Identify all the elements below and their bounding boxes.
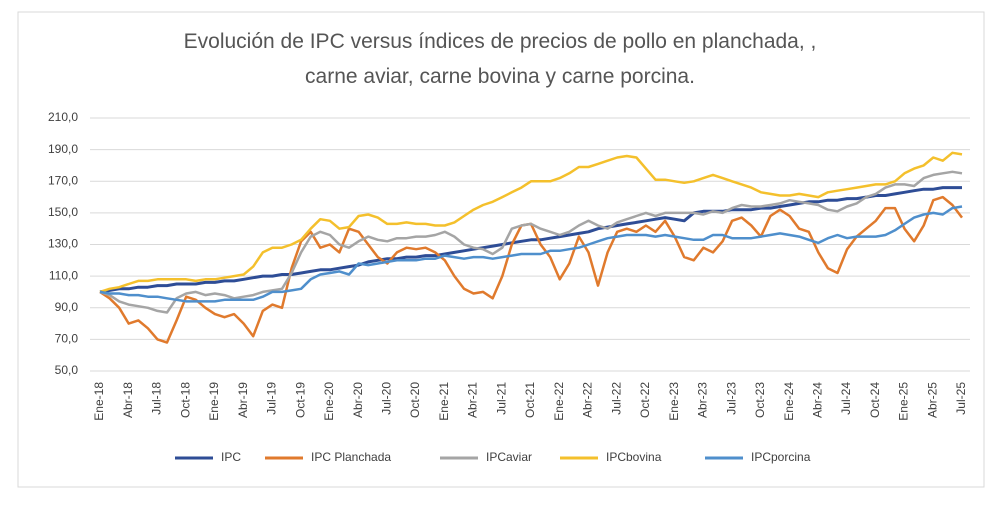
x-tick-label: Abr-19	[236, 382, 250, 418]
legend-label: IPC	[221, 450, 241, 464]
x-tick-label: Abr-23	[696, 382, 710, 418]
y-tick-label: 110,0	[49, 268, 78, 282]
series-line	[99, 170, 963, 314]
y-tick-label: 130,0	[48, 237, 78, 251]
x-tick-label: Ene-20	[322, 382, 336, 421]
chart-title: carne aviar, carne bovina y carne porcin…	[305, 65, 695, 88]
series-line	[99, 186, 962, 294]
legend-label: IPCbovina	[606, 450, 662, 464]
x-tick-label: Abr-24	[811, 382, 825, 418]
legend-label: IPCaviar	[486, 450, 532, 464]
x-tick-label: Jul-19	[265, 382, 279, 415]
y-tick-label: 210,0	[48, 110, 78, 124]
x-tick-label: Ene-25	[897, 382, 911, 421]
y-tick-label: 50,0	[55, 363, 79, 377]
y-tick-label: 70,0	[55, 332, 79, 346]
x-tick-label: Ene-23	[667, 382, 681, 421]
series-line	[99, 205, 963, 303]
x-tick-label: Jul-18	[150, 382, 164, 415]
y-tick-label: 90,0	[55, 300, 79, 314]
x-tick-label: Oct-21	[523, 382, 537, 418]
x-tick-label: Oct-19	[293, 382, 307, 418]
x-tick-label: Ene-24	[782, 382, 796, 421]
x-tick-label: Ene-21	[437, 382, 451, 421]
y-tick-label: 190,0	[48, 142, 78, 156]
x-tick-label: Abr-22	[581, 382, 595, 418]
x-tick-label: Oct-24	[868, 382, 882, 418]
x-tick-label: Oct-22	[638, 382, 652, 418]
x-tick-label: Jul-24	[839, 382, 853, 415]
x-tick-label: Ene-22	[552, 382, 566, 421]
series-line	[99, 151, 963, 294]
x-tick-label: Abr-25	[925, 382, 939, 418]
x-tick-label: Ene-18	[92, 382, 106, 421]
legend-label: IPCporcina	[751, 450, 811, 464]
y-tick-label: 150,0	[48, 205, 78, 219]
x-tick-label: Abr-20	[351, 382, 365, 418]
x-tick-label: Oct-18	[178, 382, 192, 418]
x-tick-label: Oct-23	[753, 382, 767, 418]
legend-label: IPC Planchada	[311, 450, 391, 464]
x-tick-label: Jul-23	[724, 382, 738, 415]
x-tick-label: Jul-22	[609, 382, 623, 415]
x-tick-label: Jul-20	[380, 382, 394, 415]
x-tick-label: Oct-20	[408, 382, 422, 418]
x-tick-label: Abr-18	[121, 382, 135, 418]
x-tick-label: Abr-21	[466, 382, 480, 418]
y-tick-label: 170,0	[48, 173, 78, 187]
x-tick-label: Jul-25	[954, 382, 968, 415]
chart-title: Evolución de IPC versus índices de preci…	[184, 30, 817, 53]
x-tick-label: Jul-21	[494, 382, 508, 415]
x-tick-label: Ene-19	[207, 382, 221, 421]
